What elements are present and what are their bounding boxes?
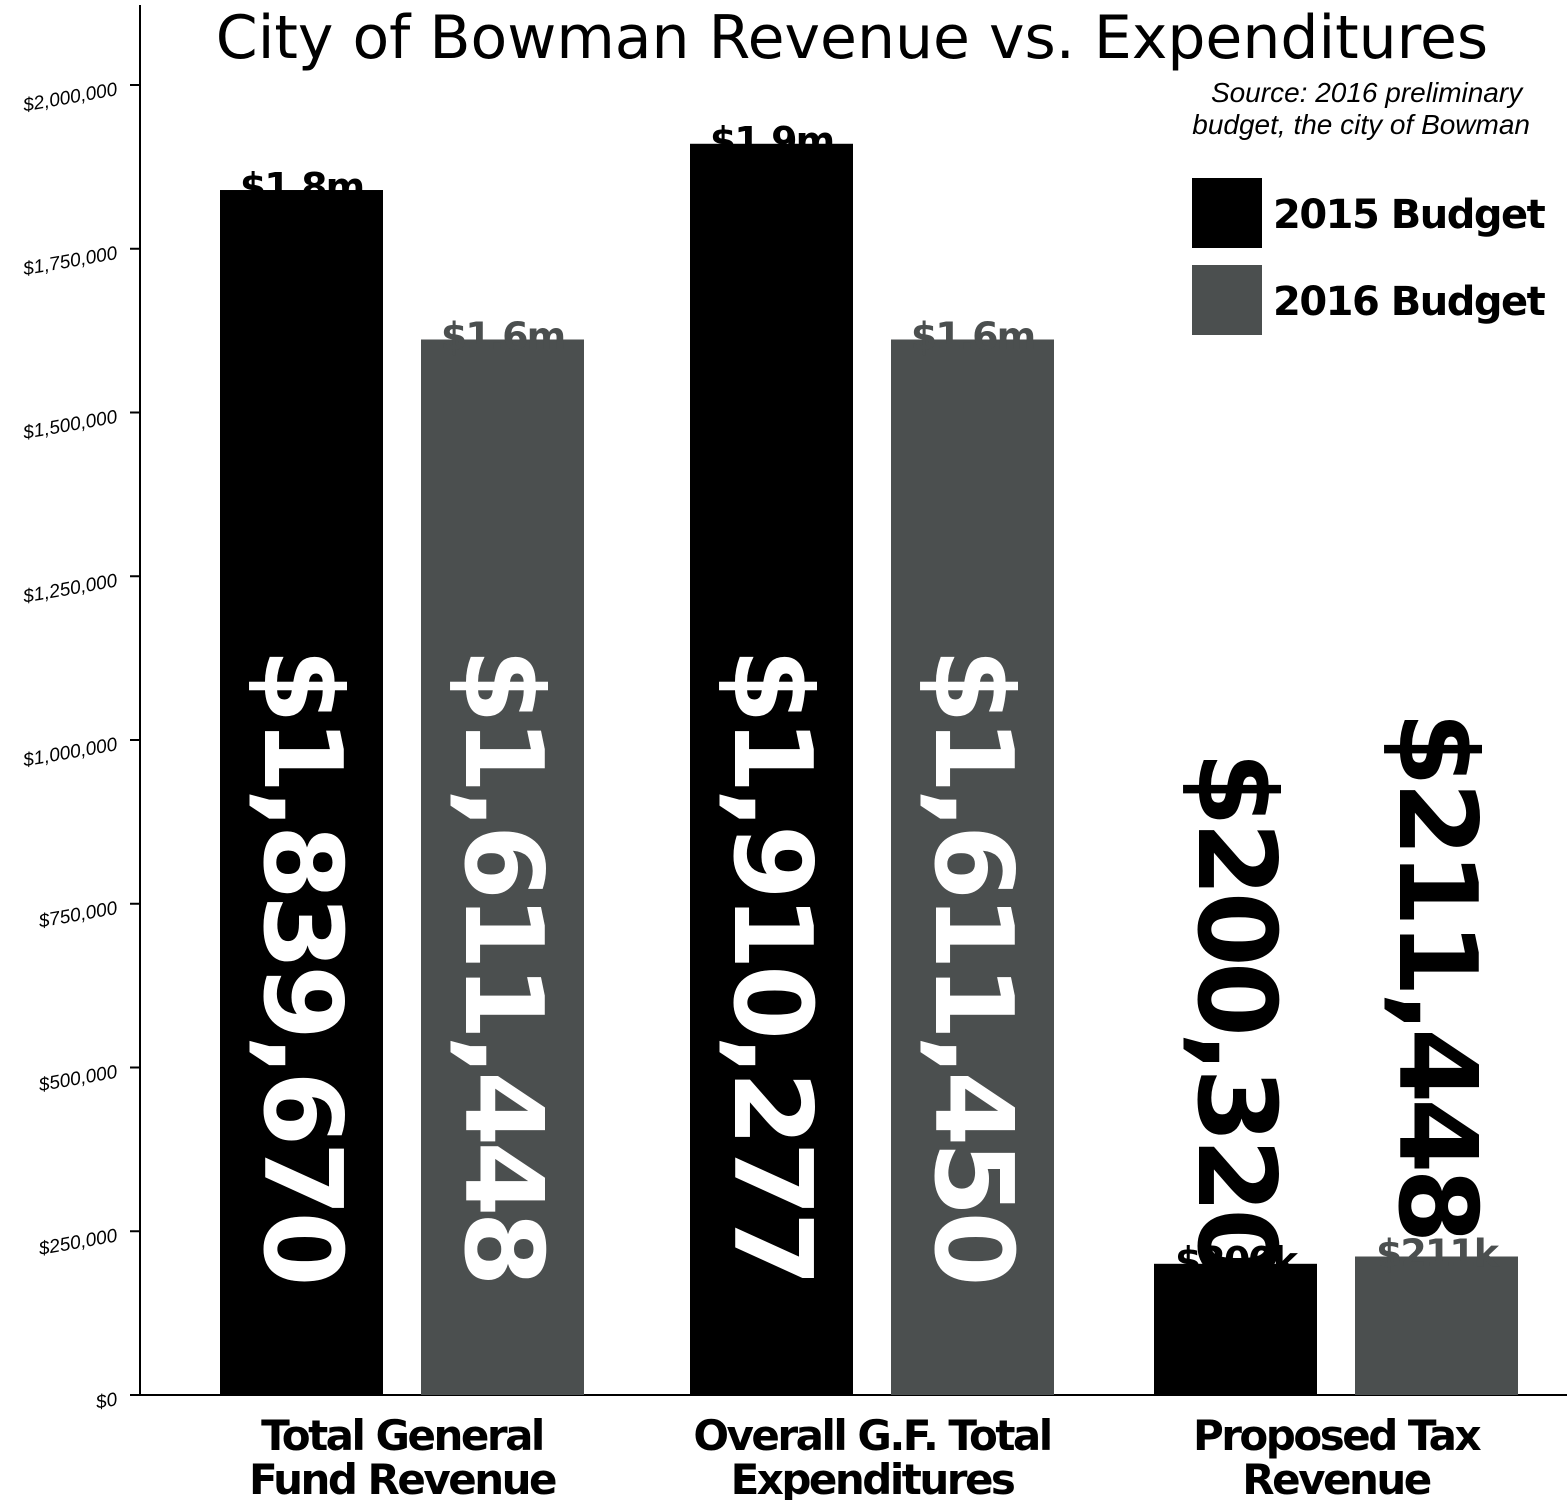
y-tick-label: $1,750,000 bbox=[21, 243, 120, 280]
y-tick-label: $0 bbox=[93, 1389, 119, 1414]
y-tick-label: $500,000 bbox=[36, 1062, 119, 1097]
category-label: Overall G.F. Total bbox=[693, 1411, 1050, 1460]
bar-full-label: $1,839,670 bbox=[239, 648, 364, 1281]
bar-full-label: $200,320 bbox=[1173, 751, 1298, 1278]
y-tick-label: $1,500,000 bbox=[21, 407, 120, 444]
legend-swatch bbox=[1192, 178, 1262, 248]
y-tick-label: $2,000,000 bbox=[21, 79, 120, 116]
category-label: Fund Revenue bbox=[249, 1455, 556, 1500]
category-label: Proposed Tax bbox=[1193, 1411, 1482, 1460]
bar-short-label: $1.8m bbox=[240, 165, 363, 209]
bar bbox=[690, 143, 853, 1396]
legend-swatch bbox=[1192, 265, 1262, 335]
y-tick-label: $1,000,000 bbox=[21, 734, 120, 771]
chart-source: Source: 2016 preliminary budget, the cit… bbox=[1192, 77, 1530, 140]
chart-title: City of Bowman Revenue vs. Expenditures bbox=[216, 3, 1488, 73]
legend: 2015 Budget 2016 Budget bbox=[1192, 178, 1547, 335]
y-tick-label: $1,250,000 bbox=[21, 570, 120, 607]
bar-short-label: $211k bbox=[1376, 1232, 1500, 1276]
bar bbox=[891, 339, 1054, 1395]
bar-full-label: $1,611,450 bbox=[910, 648, 1035, 1281]
bar-short-label: $200k bbox=[1175, 1239, 1299, 1283]
legend-label: 2015 Budget bbox=[1273, 192, 1546, 238]
bar-short-label: $1.9m bbox=[710, 119, 833, 163]
bar bbox=[421, 339, 584, 1395]
bar-full-label: $211,448 bbox=[1374, 711, 1499, 1238]
bars: $1.8m $1,839,670 $1.9m $1,910,277 $200k$200,… bbox=[220, 119, 1518, 1500]
category-label: Revenue bbox=[1242, 1455, 1430, 1500]
bar-full-label: $1,910,277 bbox=[709, 648, 834, 1281]
chart-source-line-1: Source: 2016 preliminary bbox=[1211, 77, 1524, 108]
y-tick-label: $750,000 bbox=[36, 898, 119, 933]
category-label: Total General bbox=[261, 1411, 543, 1460]
bar bbox=[1355, 1256, 1518, 1395]
chart-source-line-2: budget, the city of Bowman bbox=[1192, 109, 1530, 140]
bar bbox=[220, 190, 383, 1396]
bar-short-label: $1.6m bbox=[911, 315, 1034, 359]
bar-short-label: $1.6m bbox=[441, 315, 564, 359]
legend-label: 2016 Budget bbox=[1273, 279, 1546, 325]
bar-full-label: $1,611,448 bbox=[440, 648, 565, 1281]
category-label: Expenditures bbox=[731, 1455, 1015, 1500]
bar bbox=[1154, 1263, 1317, 1395]
y-tick-label: $250,000 bbox=[36, 1225, 119, 1260]
